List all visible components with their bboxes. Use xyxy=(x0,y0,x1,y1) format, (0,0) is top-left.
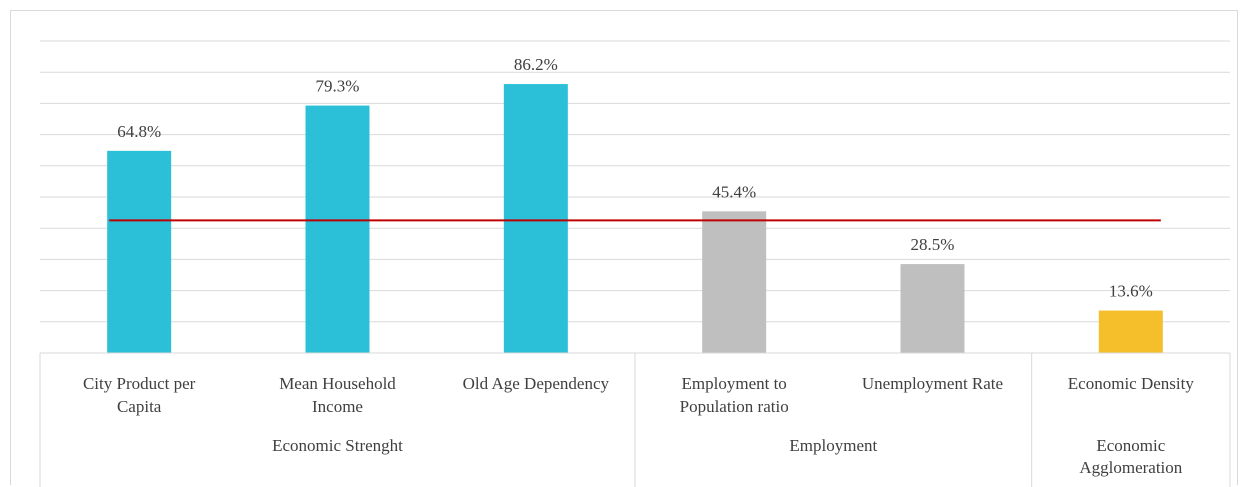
group-label: Economic Strenght xyxy=(272,436,403,455)
bar xyxy=(900,264,965,353)
category-label: Employment to Population ratio xyxy=(680,374,789,416)
category-label: Old Age Dependency xyxy=(463,374,610,393)
category-label: City Product per Capita xyxy=(83,374,196,416)
chart-frame xyxy=(10,10,1238,485)
data-label: 28.5% xyxy=(911,235,955,254)
bar xyxy=(503,84,568,353)
data-label: 79.3% xyxy=(316,77,360,96)
bar xyxy=(107,150,172,353)
category-label: Mean Household Income xyxy=(279,374,396,416)
bar xyxy=(702,211,767,353)
bar xyxy=(305,105,370,353)
category-label: Unemployment Rate xyxy=(862,374,1003,393)
data-label: 64.8% xyxy=(117,122,161,141)
data-label: 45.4% xyxy=(712,182,756,201)
bar xyxy=(1098,310,1163,353)
group-label: Employment xyxy=(789,436,877,455)
data-label: 13.6% xyxy=(1109,282,1153,301)
category-label: Economic Density xyxy=(1068,374,1195,393)
group-label: Economic Agglomeration xyxy=(1079,436,1182,477)
data-label: 86.2% xyxy=(514,55,558,74)
